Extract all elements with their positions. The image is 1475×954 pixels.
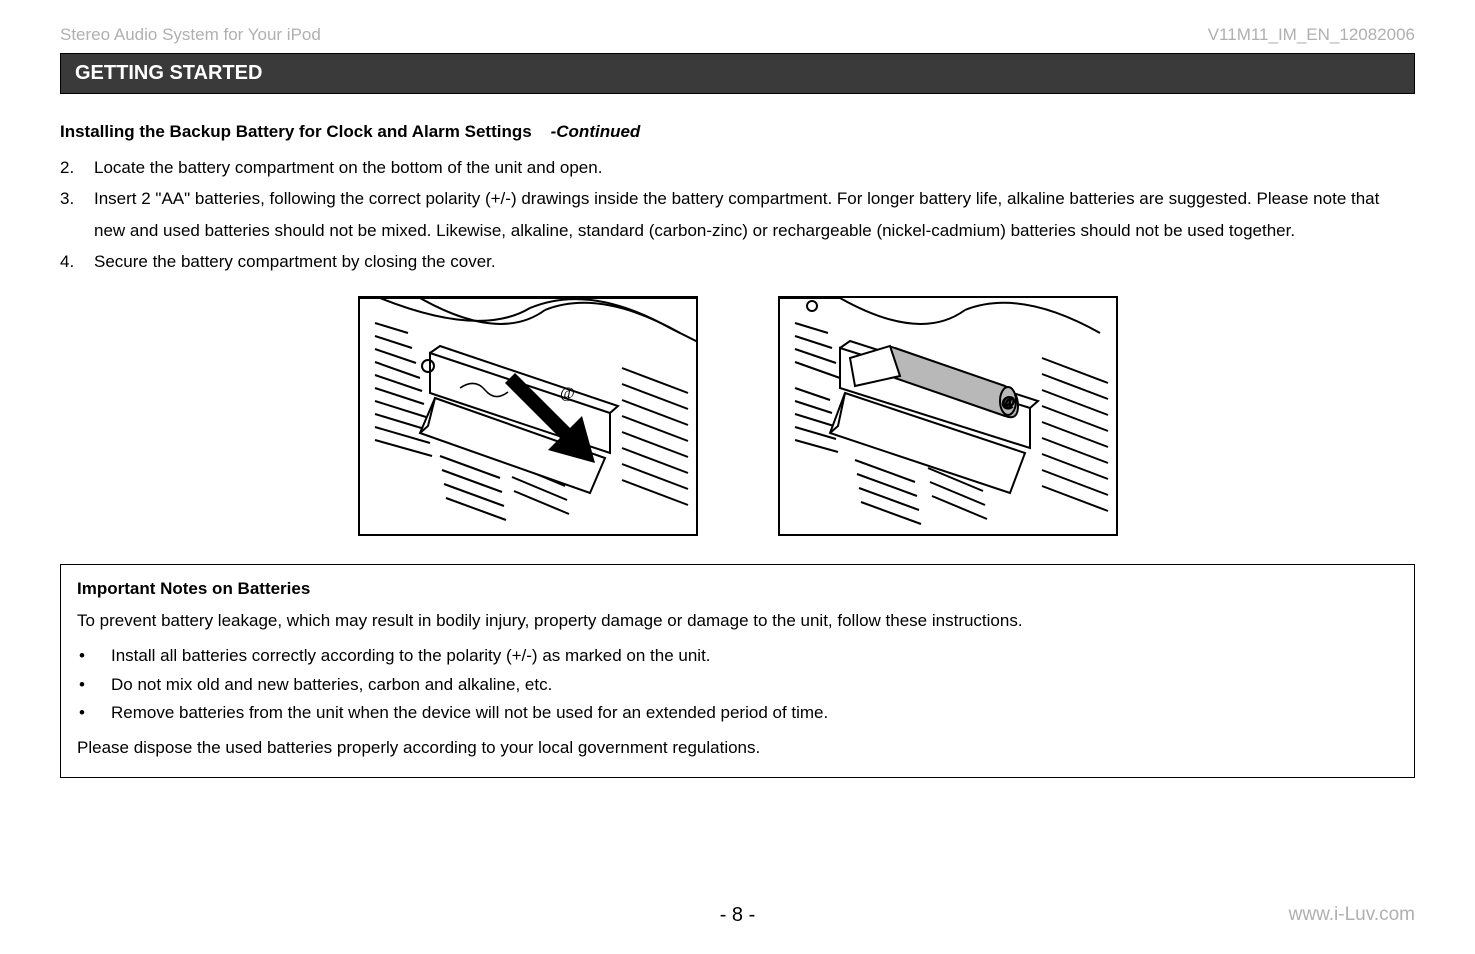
step-text: Secure the battery compartment by closin…: [94, 246, 1415, 277]
step-item: 4. Secure the battery compartment by clo…: [60, 246, 1415, 277]
header-left: Stereo Audio System for Your iPod: [60, 25, 321, 45]
important-notes-box: Important Notes on Batteries To prevent …: [60, 564, 1415, 778]
figure-open-compartment: @: [358, 296, 698, 536]
header-right: V11M11_IM_EN_12082006: [1208, 25, 1415, 45]
subtitle-main: Installing the Backup Battery for Clock …: [60, 122, 532, 141]
note-bullet-text: Do not mix old and new batteries, carbon…: [111, 671, 552, 700]
note-bullet: •Do not mix old and new batteries, carbo…: [77, 671, 1398, 700]
note-bullet: •Install all batteries correctly accordi…: [77, 642, 1398, 671]
footer-url: www.i-Luv.com: [1289, 904, 1415, 926]
step-number: 4.: [60, 246, 94, 277]
note-intro: To prevent battery leakage, which may re…: [77, 607, 1398, 636]
subtitle: Installing the Backup Battery for Clock …: [60, 122, 1415, 142]
step-number: 3.: [60, 183, 94, 246]
step-item: 2. Locate the battery compartment on the…: [60, 152, 1415, 183]
footer: - 8 - www.i-Luv.com: [60, 904, 1415, 926]
section-title-bar: GETTING STARTED: [60, 53, 1415, 94]
steps-list: 2. Locate the battery compartment on the…: [60, 152, 1415, 278]
figure-insert-battery: @: [778, 296, 1118, 536]
note-title: Important Notes on Batteries: [77, 579, 1398, 599]
header-row: Stereo Audio System for Your iPod V11M11…: [60, 25, 1415, 45]
note-bullet-text: Install all batteries correctly accordin…: [111, 642, 711, 671]
step-text: Locate the battery compartment on the bo…: [94, 152, 1415, 183]
note-bullet-text: Remove batteries from the unit when the …: [111, 699, 828, 728]
page-number: - 8 -: [720, 904, 756, 927]
note-bullet: •Remove batteries from the unit when the…: [77, 699, 1398, 728]
figures-row: @: [60, 296, 1415, 536]
step-item: 3. Insert 2 "AA" batteries, following th…: [60, 183, 1415, 246]
step-text: Insert 2 "AA" batteries, following the c…: [94, 183, 1415, 246]
note-outro: Please dispose the used batteries proper…: [77, 734, 1398, 763]
svg-text:@: @: [1002, 395, 1015, 410]
note-bullet-list: •Install all batteries correctly accordi…: [77, 642, 1398, 729]
svg-text:@: @: [560, 385, 575, 402]
subtitle-continued: -Continued: [551, 122, 641, 141]
step-number: 2.: [60, 152, 94, 183]
